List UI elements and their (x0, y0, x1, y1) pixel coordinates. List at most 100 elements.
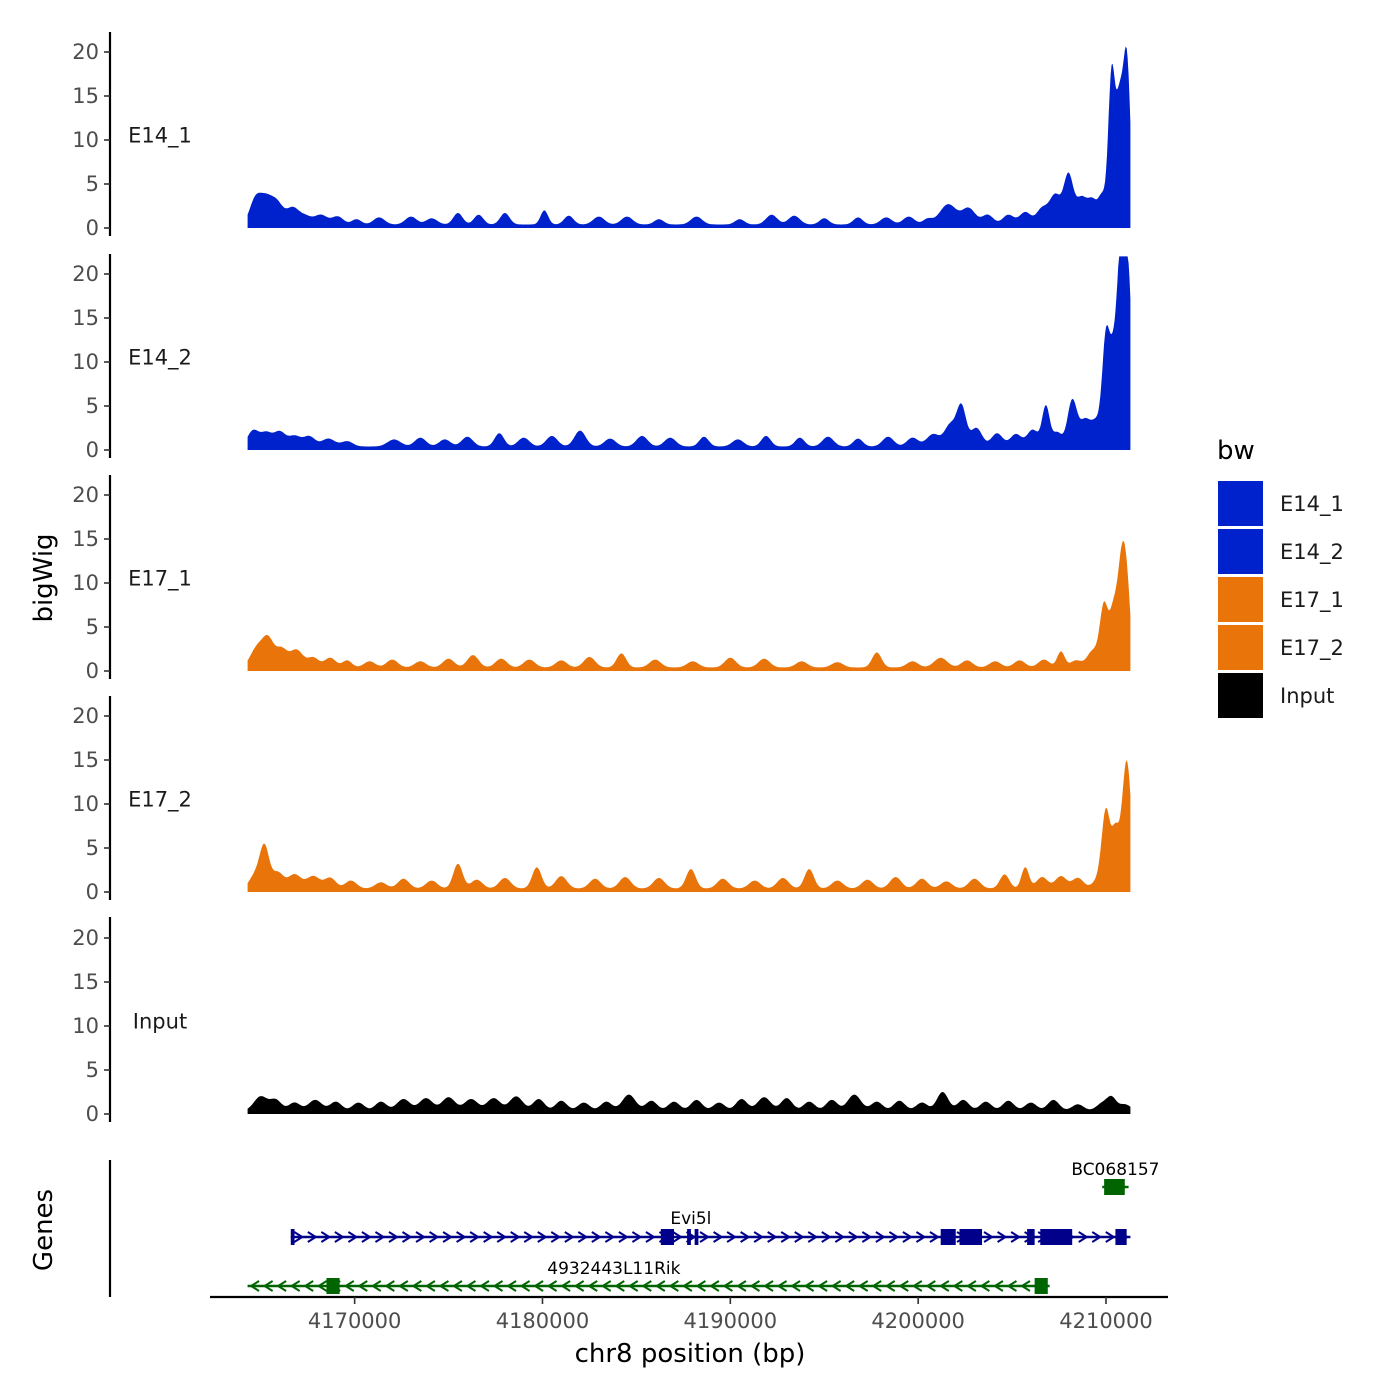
legend-label: E17_2 (1280, 636, 1344, 661)
strand-arrow (320, 1231, 332, 1243)
exon (940, 1229, 956, 1245)
strand-arrow (550, 1231, 562, 1243)
track-label: Input (133, 1010, 187, 1034)
exon (1027, 1229, 1035, 1245)
strand-arrow (803, 1280, 815, 1292)
strand-arrow (722, 1280, 733, 1292)
y-tick-label: 20 (72, 483, 99, 507)
strand-arrow (347, 1231, 359, 1243)
gene-label: 4932443L11Rik (547, 1259, 680, 1279)
y-tick-label: 0 (86, 1102, 99, 1126)
strand-arrow (952, 1280, 963, 1292)
strand-arrow (384, 1280, 395, 1292)
strand-arrow (334, 1231, 345, 1243)
strand-arrow (817, 1280, 828, 1292)
strand-arrow (577, 1231, 589, 1243)
legend: bw E14_1 E14_2 E17_1 E17_2 Input (1217, 436, 1344, 718)
strand-arrow (370, 1280, 382, 1292)
strand-arrow (861, 1231, 873, 1243)
strand-arrow (591, 1231, 602, 1243)
y-tick-label: 0 (86, 659, 99, 683)
x-tick-label: 4200000 (871, 1309, 965, 1333)
strand-arrow (709, 1280, 720, 1292)
strand-arrow (438, 1280, 449, 1292)
strand-arrow (993, 1280, 1004, 1292)
strand-arrow (397, 1280, 409, 1292)
x-axis: 4170000 4180000 4190000 4200000 4210000 (210, 1295, 1168, 1333)
y-tick-label: 5 (86, 836, 99, 860)
legend-swatch (1218, 481, 1263, 526)
legend-label: E14_1 (1280, 492, 1344, 517)
strand-arrow (546, 1280, 558, 1292)
panel-Input: 0 5 10 15 20 Input (72, 917, 1131, 1126)
exon (1034, 1278, 1048, 1294)
y-tick-label: 15 (72, 970, 99, 994)
gene-panel: BC068157 Evi5l 4932443L11Rik (108, 1160, 1159, 1297)
strand-arrow (631, 1231, 643, 1243)
y-tick-label: 10 (72, 571, 99, 595)
strand-arrow (830, 1280, 842, 1292)
strand-arrow (780, 1231, 792, 1243)
y-tick-label: 15 (72, 84, 99, 108)
strand-arrow (573, 1280, 585, 1292)
strand-arrow (560, 1280, 571, 1292)
y-tick-label: 10 (72, 350, 99, 374)
strand-arrow (537, 1231, 548, 1243)
strand-arrow (411, 1280, 422, 1292)
strand-arrow (442, 1231, 453, 1243)
strand-arrow (523, 1231, 535, 1243)
strand-arrow (749, 1280, 761, 1292)
strand-arrow (262, 1280, 274, 1292)
strand-arrow (668, 1280, 679, 1292)
y-tick-label: 15 (72, 748, 99, 772)
exon (1115, 1229, 1127, 1245)
strand-arrow (902, 1231, 913, 1243)
strand-arrow (740, 1231, 751, 1243)
legend-swatch (1218, 625, 1263, 670)
strand-arrow (1006, 1280, 1017, 1292)
strand-arrow (249, 1280, 260, 1292)
strand-arrow (857, 1280, 869, 1292)
strand-arrow (429, 1231, 440, 1243)
strand-arrow (600, 1280, 612, 1292)
y-tick-label: 5 (86, 172, 99, 196)
exon (660, 1229, 674, 1245)
strand-arrow (1020, 1280, 1031, 1292)
strand-arrow (456, 1231, 467, 1243)
gene-label: BC068157 (1071, 1160, 1159, 1180)
strand-arrow (844, 1280, 855, 1292)
strand-arrow (767, 1231, 778, 1243)
strand-arrow (776, 1280, 788, 1292)
exon (1040, 1229, 1073, 1245)
strand-arrow (726, 1231, 737, 1243)
strand-arrow (483, 1231, 494, 1243)
panel-E14_2: 0 5 10 15 20 E14_2 (72, 254, 1131, 462)
strand-arrow (496, 1231, 508, 1243)
strand-arrow (533, 1280, 544, 1292)
strand-arrow (915, 1231, 927, 1243)
strand-arrow (469, 1231, 480, 1243)
signal-panels: 05101520E14_105101520E14_205101520E17_10… (72, 32, 1131, 1126)
exon (326, 1278, 340, 1294)
gene-BC068157: BC068157 (1071, 1160, 1159, 1195)
strand-arrow (695, 1280, 706, 1292)
signal-area-E17_2 (247, 760, 1131, 892)
strand-arrow (303, 1280, 314, 1292)
genes-axis-title: Genes (29, 1189, 59, 1271)
strand-arrow (911, 1280, 923, 1292)
strand-arrow (884, 1280, 896, 1292)
x-tick-label: 4170000 (308, 1309, 402, 1333)
strand-arrow (753, 1231, 765, 1243)
signal-area-Input (247, 1092, 1131, 1114)
strand-arrow (794, 1231, 805, 1243)
strand-arrow (388, 1231, 399, 1243)
exon (694, 1229, 699, 1245)
y-tick-label: 0 (86, 880, 99, 904)
y-tick-label: 0 (86, 216, 99, 240)
legend-swatch (1218, 673, 1263, 718)
x-tick-label: 4210000 (1059, 1309, 1153, 1333)
strand-arrow (1105, 1231, 1116, 1243)
strand-arrow (618, 1231, 629, 1243)
legend-title: bw (1217, 436, 1255, 466)
strand-arrow (736, 1280, 747, 1292)
